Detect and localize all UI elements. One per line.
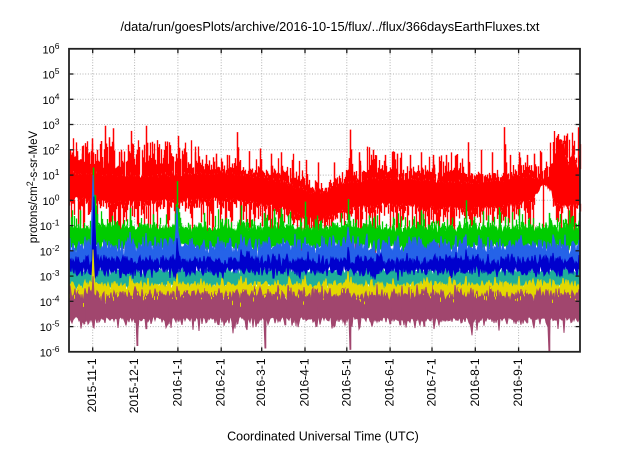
svg-text:2016-9-1: 2016-9-1 (511, 358, 525, 406)
svg-text:2015-11-1: 2015-11-1 (85, 358, 99, 412)
svg-text:2016-5-1: 2016-5-1 (339, 358, 353, 406)
svg-text:Coordinated Universal Time (UT: Coordinated Universal Time (UTC) (227, 430, 419, 444)
svg-text:2016-7-1: 2016-7-1 (425, 358, 439, 406)
svg-text:protons/cm2-s-sr-MeV: protons/cm2-s-sr-MeV (25, 130, 40, 243)
svg-text:2016-1-1: 2016-1-1 (170, 358, 184, 406)
svg-text:/data/run/goesPlots/archive/20: /data/run/goesPlots/archive/2016-10-15/f… (121, 19, 540, 34)
svg-text:2015-12-1: 2015-12-1 (127, 358, 141, 413)
svg-text:2016-3-1: 2016-3-1 (254, 358, 268, 406)
svg-text:2016-2-1: 2016-2-1 (214, 358, 228, 406)
svg-text:2016-8-1: 2016-8-1 (468, 358, 482, 406)
svg-text:2016-6-1: 2016-6-1 (383, 358, 397, 406)
svg-text:2016-4-1: 2016-4-1 (298, 358, 312, 406)
